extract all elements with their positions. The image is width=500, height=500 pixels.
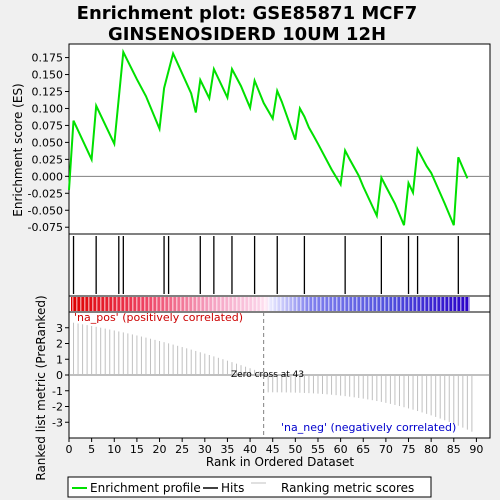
legend-es-label: Enrichment profile (90, 481, 201, 495)
x-tick-label-4: 20 (153, 443, 167, 456)
es-profile-line (68, 48, 469, 226)
x-tick-label-18: 90 (469, 443, 483, 456)
hits-panel (68, 233, 491, 297)
legend-metric-label: Ranking metric scores (281, 481, 414, 495)
x-tick-label-14: 70 (379, 443, 393, 456)
x-tick-label-6: 30 (198, 443, 212, 456)
zero-cross-label: Zero cross at 43 (231, 370, 304, 380)
rank-tick-label-5: 2 (56, 338, 63, 351)
es-tick-label-6: 0.075 (32, 119, 64, 132)
x-tick-label-12: 60 (334, 443, 348, 456)
es-tick-label-5: 0.050 (32, 136, 64, 149)
es-tick-label-9: 0.150 (32, 69, 64, 82)
x-tick-label-15: 75 (402, 443, 416, 456)
es-tick-label-10: 0.175 (32, 52, 64, 65)
chart-title-line1: Enrichment plot: GSE85871 MCF7 (77, 3, 418, 24)
legend-box (67, 476, 432, 498)
es-tick-label-3: 0.000 (32, 170, 64, 183)
axis-layer: -0.075 -0.050 -0.025 0.000 0.025 0.050 0.075 0.… (28, 52, 484, 456)
x-tick-label-7: 35 (220, 443, 234, 456)
x-tick-label-5: 25 (175, 443, 189, 456)
rank-tick-label-3: 0 (56, 369, 63, 382)
x-tick-label-9: 45 (266, 443, 280, 456)
es-axis-label: Enrichment score (ES) (11, 83, 25, 216)
hits-layer (72, 236, 459, 294)
chart-title-line2: GINSENOSIDERD 10UM 12H (108, 24, 386, 45)
x-tick-label-2: 10 (107, 443, 121, 456)
legend-hits-label: Hits (221, 481, 244, 495)
rank-tick-label-2: -1 (52, 385, 63, 398)
x-tick-label-3: 15 (130, 443, 144, 456)
x-tick-label-13: 65 (356, 443, 370, 456)
x-tick-label-10: 50 (288, 443, 302, 456)
rank-tick-label-6: 3 (56, 322, 63, 335)
rank-tick-label-4: 1 (56, 353, 63, 366)
rank-tick-label-1: -2 (52, 401, 63, 414)
x-tick-label-11: 55 (311, 443, 325, 456)
x-tick-label-17: 85 (447, 443, 461, 456)
x-tick-label-8: 40 (243, 443, 257, 456)
x-tick-label-1: 5 (88, 443, 95, 456)
heat-color-bar-stripes (71, 297, 470, 311)
rank-axis-label: Ranked list metric (PreRanked) (34, 295, 48, 480)
es-tick-label-8: 0.125 (32, 86, 64, 99)
x-tick-label-16: 80 (424, 443, 438, 456)
neg-label: 'na_neg' (negatively correlated) (281, 421, 456, 434)
metric-layer (69, 312, 490, 438)
es-tick-label-1: -0.050 (28, 204, 63, 217)
color-bar-layer (71, 297, 470, 311)
pos-label: 'na_pos' (positively correlated) (74, 311, 243, 324)
es-tick-label-2: -0.025 (28, 187, 63, 200)
es-panel (68, 43, 491, 235)
es-layer (68, 48, 490, 226)
x-axis-label: Rank in Ordered Dataset (206, 455, 354, 469)
rank-tick-label-0: -3 (52, 416, 63, 429)
es-tick-label-4: 0.025 (32, 153, 64, 166)
es-tick-label-7: 0.100 (32, 102, 64, 115)
es-tick-label-0: -0.075 (28, 221, 63, 234)
x-tick-label-0: 0 (66, 443, 73, 456)
